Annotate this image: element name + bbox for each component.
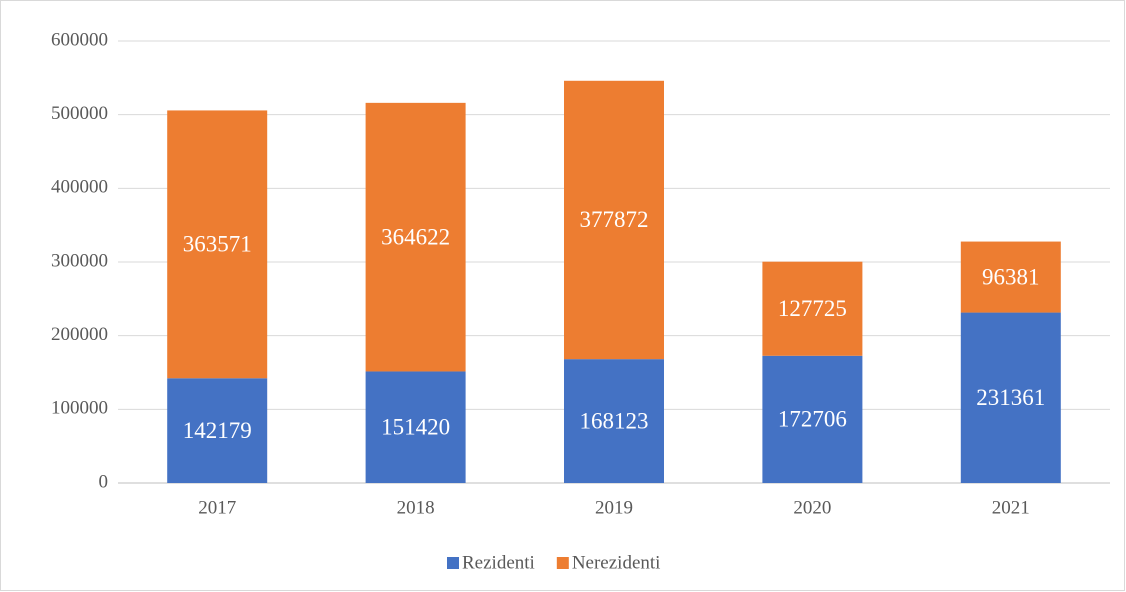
y-tick-label: 500000: [51, 103, 108, 124]
data-label: 231361: [976, 385, 1045, 410]
data-label: 142179: [183, 418, 252, 443]
y-tick-label: 0: [99, 471, 109, 492]
x-tick-label: 2017: [198, 497, 236, 518]
data-label: 168123: [580, 408, 649, 433]
bar-segment: [960, 241, 1061, 313]
x-tick-label: 2019: [595, 497, 633, 518]
data-label: 151420: [381, 415, 450, 440]
x-tick-label: 2020: [793, 497, 831, 518]
bar-segment: [365, 371, 466, 483]
bar-segment: [564, 80, 664, 360]
data-label: 96381: [982, 264, 1040, 289]
bar-segment: [167, 378, 268, 483]
y-tick-label: 400000: [51, 177, 108, 198]
data-label: 377872: [580, 207, 649, 232]
data-label: 363571: [183, 232, 252, 257]
legend-swatch: [556, 557, 569, 569]
bar-segment: [762, 261, 863, 356]
y-tick-label: 300000: [51, 250, 108, 271]
y-tick-label: 100000: [51, 398, 108, 419]
y-tick-label: 200000: [51, 324, 108, 345]
bar-segment: [960, 312, 1061, 483]
data-label: 172706: [778, 407, 847, 432]
data-label: 127725: [778, 296, 847, 321]
legend-label: Rezidenti: [462, 552, 535, 573]
bar-segment: [365, 102, 466, 372]
bar-segment: [167, 110, 268, 379]
legend-swatch: [447, 557, 459, 569]
x-tick-label: 2021: [992, 497, 1030, 518]
bar-segment: [564, 359, 664, 483]
x-tick-label: 2018: [397, 497, 435, 518]
data-label: 364622: [381, 224, 450, 249]
legend-label: Nerezidenti: [572, 552, 661, 573]
bar-segment: [762, 355, 863, 483]
y-tick-label: 600000: [51, 29, 108, 50]
